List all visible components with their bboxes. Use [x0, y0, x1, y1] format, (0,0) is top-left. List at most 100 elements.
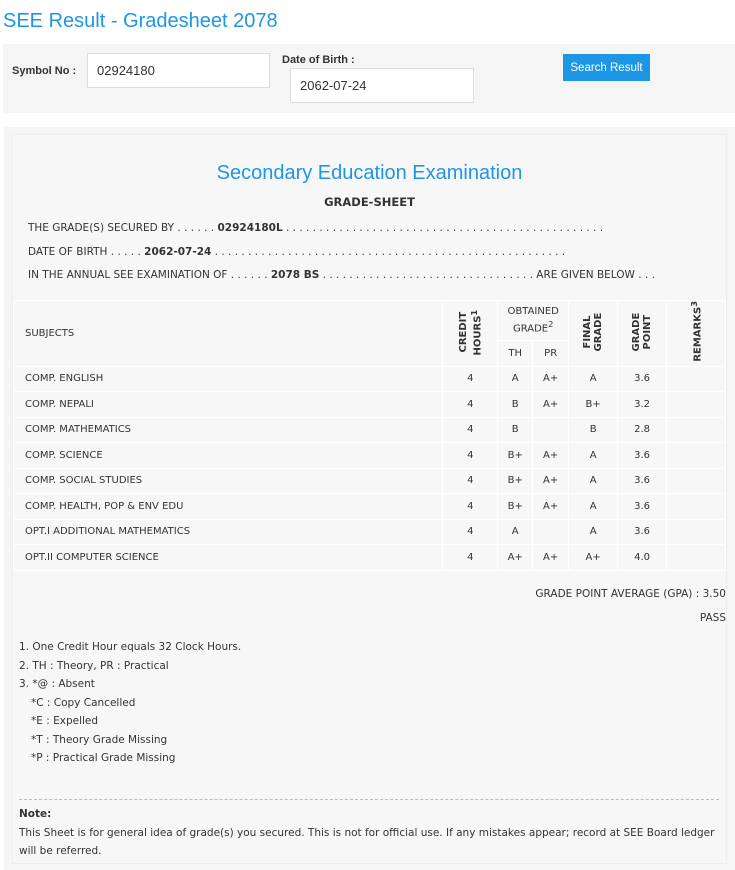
result-status: PASS	[699, 612, 726, 624]
cell-gp: 3.6	[617, 518, 668, 545]
cell-subject: COMP. SOCIAL STUDIES	[12, 467, 444, 494]
header-remarks: REMARKS3	[666, 300, 726, 367]
cell-final: A	[568, 442, 619, 469]
cell-subject: COMP. HEALTH, POP & ENV EDU	[12, 493, 444, 520]
cell-pr: A+	[532, 365, 570, 392]
cell-subject: COMP. ENGLISH	[12, 365, 444, 392]
gradesheet: Secondary Education Examination GRADE-SH…	[12, 134, 727, 864]
cell-final: B	[568, 416, 619, 443]
date-of-birth: 2062-07-24	[144, 246, 212, 258]
header-text: CREDIT HOURS	[457, 311, 483, 355]
cell-th: B	[497, 416, 534, 443]
cell-remarks	[666, 544, 726, 571]
line-prefix: THE GRADE(S) SECURED BY . . . . . .	[28, 222, 215, 234]
cell-th: A	[497, 365, 534, 392]
cell-th: B	[497, 391, 534, 418]
table-row: COMP. SOCIAL STUDIES 4 B+ A+ A 3.6	[12, 467, 726, 494]
cell-credit: 4	[442, 416, 499, 443]
cell-remarks	[666, 391, 726, 418]
cell-final: A	[568, 467, 619, 494]
cell-pr: A+	[532, 467, 570, 494]
header-text: REMARKS	[692, 307, 704, 363]
exam-year: 2078 BS	[270, 269, 320, 281]
symbol-label: Symbol No :	[12, 65, 77, 77]
dob-label: Date of Birth :	[282, 54, 355, 66]
header-final-grade: FINAL GRADE	[568, 300, 619, 367]
grade-table: SUBJECTS CREDIT HOURS1 OBTAINED GRADE2 F…	[12, 300, 726, 571]
cell-th: A	[497, 518, 534, 545]
secured-by-line: THE GRADE(S) SECURED BY . . . . . . 0292…	[28, 222, 603, 234]
note-text: This Sheet is for general idea of grade(…	[19, 826, 715, 858]
table-row: COMP. SCIENCE 4 B+ A+ A 3.6	[12, 442, 726, 469]
cell-th: B+	[497, 493, 534, 520]
exam-title: Secondary Education Examination	[216, 162, 523, 184]
cell-subject: OPT.I ADDITIONAL MATHEMATICS	[12, 518, 444, 545]
footnote: *C : Copy Cancelled	[31, 696, 136, 709]
line-suffix: . . . . . . . . . . . . . . . . . . . . …	[322, 269, 655, 281]
cell-th: B+	[497, 467, 534, 494]
header-text: FINAL GRADE	[582, 312, 605, 352]
cell-remarks	[666, 416, 726, 443]
cell-remarks	[666, 442, 726, 469]
header-grade-point: GRADE POINT	[617, 300, 668, 367]
cell-pr: A+	[532, 493, 570, 520]
cell-credit: 4	[442, 518, 499, 545]
footnote: 1. One Credit Hour equals 32 Clock Hours…	[19, 641, 242, 653]
cell-remarks	[666, 493, 726, 520]
line-prefix: IN THE ANNUAL SEE EXAMINATION OF . . . .…	[28, 269, 268, 281]
cell-remarks	[666, 467, 726, 494]
footnote: *P : Practical Grade Missing	[31, 752, 176, 764]
cell-subject: COMP. SCIENCE	[12, 442, 444, 469]
cell-gp: 3.6	[617, 493, 668, 520]
cell-subject: COMP. NEPALI	[12, 391, 444, 418]
header-text: GRADE POINT	[631, 312, 654, 352]
cell-gp: 4.0	[617, 544, 668, 571]
table-row: COMP. NEPALI 4 B A+ B+ 3.2	[12, 391, 726, 418]
footnote: 3. *@ : Absent	[19, 678, 95, 690]
note-title: Note:	[19, 808, 52, 820]
symbol-number: 02924180L	[217, 222, 283, 234]
table-row: OPT.II COMPUTER SCIENCE 4 A+ A+ A+ 4.0	[12, 544, 726, 571]
cell-th: B+	[497, 442, 534, 469]
gradesheet-subtitle: GRADE-SHEET	[324, 195, 415, 209]
cell-credit: 4	[442, 391, 499, 418]
dob-line: DATE OF BIRTH . . . . . 2062-07-24 . . .…	[28, 246, 565, 258]
line-prefix: DATE OF BIRTH . . . . .	[28, 246, 141, 258]
cell-credit: 4	[442, 544, 499, 571]
footnote-marker: 3	[688, 301, 699, 308]
cell-credit: 4	[442, 365, 499, 392]
table-row: COMP. HEALTH, POP & ENV EDU 4 B+ A+ A 3.6	[12, 493, 726, 520]
cell-pr: A+	[532, 391, 570, 418]
header-pr: PR	[532, 340, 570, 367]
dob-input[interactable]: 2062-07-24	[290, 68, 474, 103]
exam-year-line: IN THE ANNUAL SEE EXAMINATION OF . . . .…	[28, 269, 655, 281]
cell-gp: 3.2	[617, 391, 668, 418]
header-text: OBTAINED GRADE	[507, 306, 559, 335]
symbol-input[interactable]: 02924180	[87, 53, 270, 88]
search-panel: Symbol No : 02924180 Date of Birth : 206…	[3, 44, 735, 113]
footnote: *E : Expelled	[31, 715, 99, 727]
cell-remarks	[666, 518, 726, 545]
cell-pr	[532, 416, 570, 443]
cell-credit: 4	[442, 467, 499, 494]
footnote: *T : Theory Grade Missing	[31, 733, 168, 746]
header-obtained-grade: OBTAINED GRADE2	[497, 300, 570, 341]
line-suffix: . . . . . . . . . . . . . . . . . . . . …	[214, 246, 566, 258]
footnotes: 1. One Credit Hour equals 32 Clock Hours…	[19, 638, 241, 768]
table-row: COMP. ENGLISH 4 A A+ A 3.6	[12, 365, 726, 392]
cell-final: A	[568, 493, 619, 520]
page-title: SEE Result - Gradesheet 2078	[3, 10, 278, 32]
cell-final: B+	[568, 391, 619, 418]
cell-th: A+	[497, 544, 534, 571]
cell-remarks	[666, 365, 726, 392]
cell-gp: 3.6	[617, 467, 668, 494]
search-result-button[interactable]: Search Result	[563, 54, 650, 81]
cell-pr: A+	[532, 442, 570, 469]
cell-pr: A+	[532, 544, 570, 571]
table-row: OPT.I ADDITIONAL MATHEMATICS 4 A A 3.6	[12, 518, 726, 545]
header-subjects: SUBJECTS	[12, 300, 444, 367]
cell-final: A	[568, 365, 619, 392]
footnote-marker: 2	[548, 319, 554, 330]
table-row: COMP. MATHEMATICS 4 B B 2.8	[12, 416, 726, 443]
cell-final: A	[568, 518, 619, 545]
